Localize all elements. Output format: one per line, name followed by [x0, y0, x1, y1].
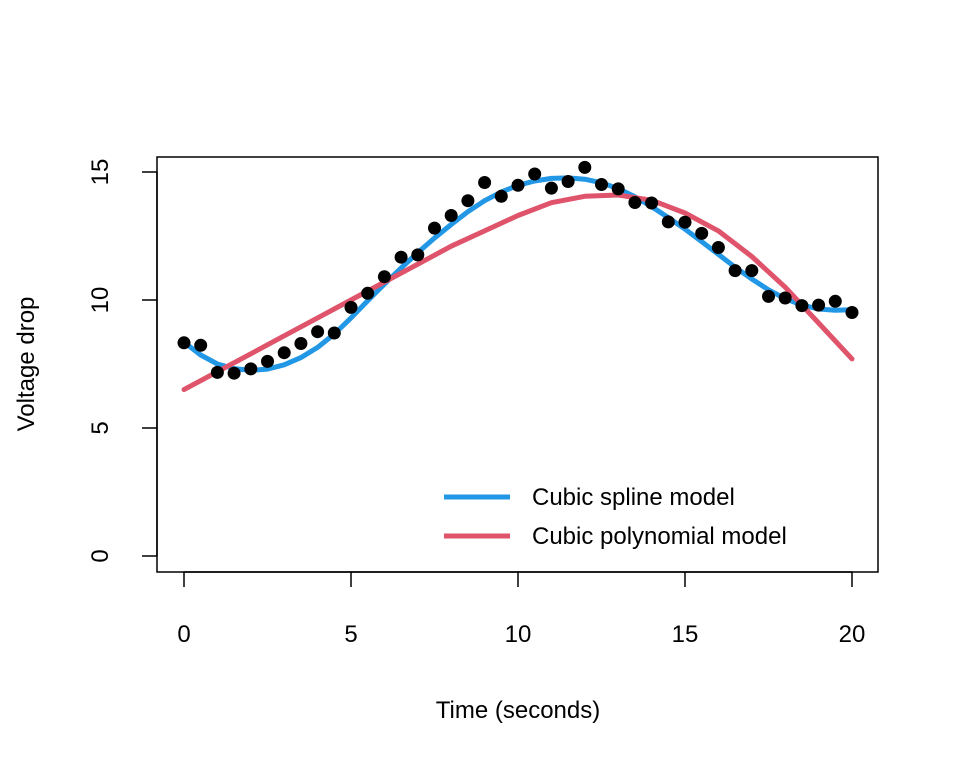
data-point	[227, 366, 241, 380]
data-point	[711, 241, 725, 254]
data-point	[528, 167, 542, 181]
data-point	[561, 175, 575, 188]
data-point	[494, 189, 508, 203]
y-axis-label: Voltage drop	[13, 297, 40, 432]
y-tick-label: 15	[87, 159, 114, 186]
data-point	[678, 215, 692, 229]
y-tick-label: 5	[87, 421, 114, 434]
x-tick-label: 15	[672, 621, 699, 648]
data-point	[645, 196, 659, 210]
data-point	[361, 286, 375, 300]
data-point	[611, 182, 625, 196]
data-point	[628, 196, 642, 209]
data-point	[478, 176, 492, 189]
data-point	[828, 294, 842, 308]
data-point	[194, 338, 208, 352]
data-point	[344, 300, 358, 314]
data-point	[544, 181, 558, 195]
x-axis-label: Time (seconds)	[436, 697, 600, 724]
data-point	[411, 248, 425, 262]
data-point	[578, 160, 592, 174]
data-point	[745, 264, 759, 278]
data-point	[728, 264, 742, 278]
data-point	[778, 291, 792, 305]
legend: Cubic spline model Cubic polynomial mode…	[444, 484, 787, 550]
legend-label-polynomial: Cubic polynomial model	[532, 523, 787, 550]
data-point	[327, 326, 341, 340]
data-point	[428, 221, 441, 235]
data-point	[244, 362, 258, 376]
data-point	[210, 365, 224, 379]
data-point	[294, 337, 308, 350]
x-tick-label: 5	[344, 621, 357, 648]
y-axis: 0 5 10 15	[87, 159, 158, 563]
data-point	[377, 270, 391, 284]
data-point	[695, 226, 709, 240]
data-point	[845, 306, 859, 319]
legend-label-spline: Cubic spline model	[532, 484, 735, 511]
data-point	[762, 289, 775, 303]
data-point	[661, 215, 675, 229]
data-point	[394, 250, 408, 264]
x-tick-label: 0	[177, 621, 190, 648]
data-point	[277, 346, 291, 360]
data-point	[311, 325, 325, 339]
x-tick-label: 20	[839, 621, 866, 648]
y-tick-label: 0	[87, 549, 114, 562]
data-point	[595, 178, 608, 191]
data-point	[795, 299, 809, 313]
x-axis: 0 5 10 15 20	[177, 571, 866, 648]
y-tick-label: 10	[87, 287, 114, 314]
data-point	[444, 209, 458, 222]
data-point	[177, 336, 191, 350]
x-tick-label: 10	[505, 621, 532, 648]
data-point	[461, 194, 475, 208]
data-point	[511, 178, 525, 192]
data-point	[812, 298, 826, 312]
data-point	[261, 354, 274, 368]
polynomial-line	[181, 192, 855, 393]
data-points	[177, 160, 859, 380]
